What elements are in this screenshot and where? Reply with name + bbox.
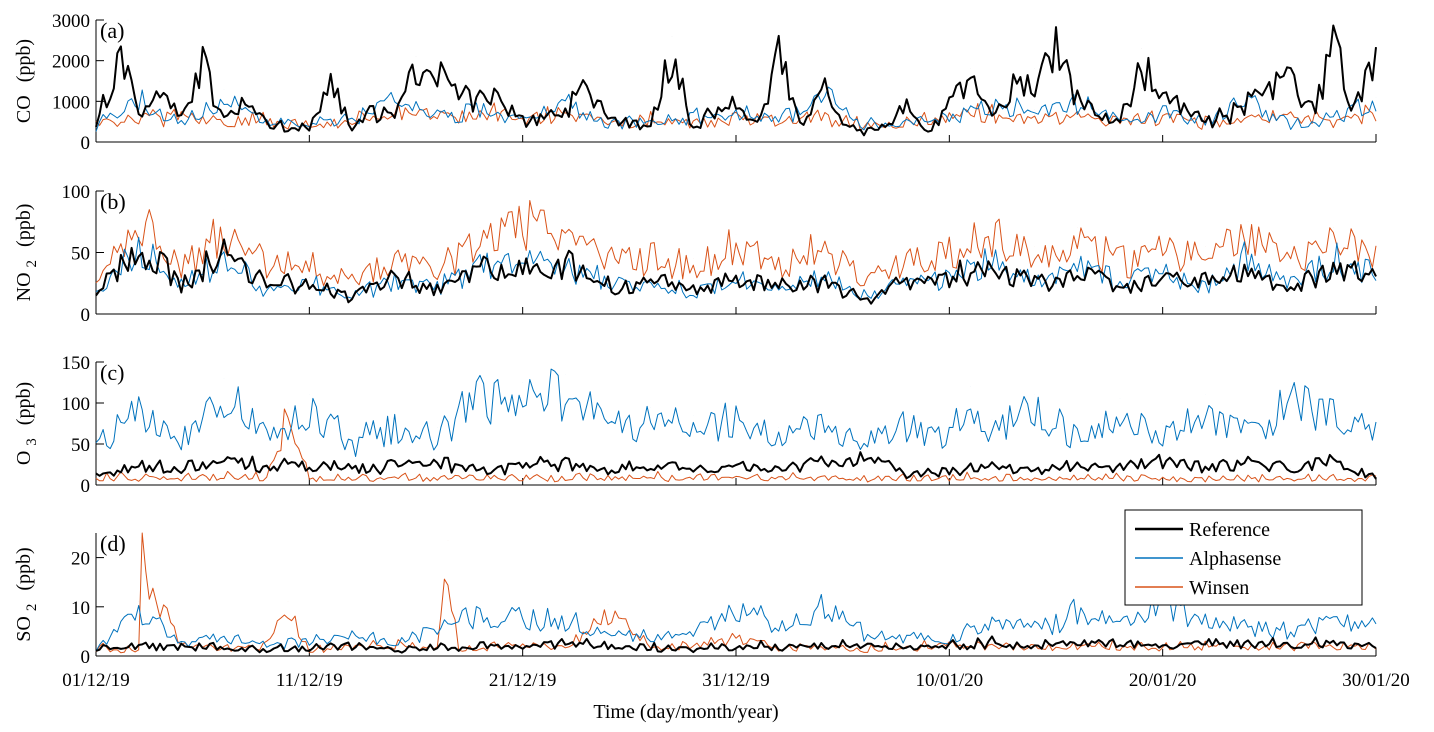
y-tick-label: 50 xyxy=(71,244,90,265)
ylabel-no2-unit: (ppb) xyxy=(13,204,35,247)
series-line-reference xyxy=(95,635,1377,654)
panel-so2: (d) SO 2 (ppb) 0 10 20 xyxy=(13,531,1377,668)
legend-box xyxy=(1124,509,1363,606)
x-tick-label: 01/12/19 xyxy=(62,670,130,691)
y-tick-label: 3000 xyxy=(52,11,90,32)
panel-co: (a) CO (ppb) 0 1000 2000 3000 xyxy=(13,11,1377,154)
ylabel-no2-sub: 2 xyxy=(24,260,40,268)
panel-o3: (c) O 3 (ppb) 0 50 100 150 xyxy=(13,353,1377,497)
panel-no2: (b) NO 2 (ppb) 0 50 100 xyxy=(13,182,1377,326)
series-line-alphasense xyxy=(95,368,1377,457)
x-tick-label: 21/12/19 xyxy=(489,670,557,691)
legend: Reference Alphasense Winsen xyxy=(1124,509,1363,606)
x-tick-label: 30/01/20 xyxy=(1342,670,1410,691)
ylabel-no2-main: NO xyxy=(13,272,35,301)
legend-text-alphasense: Alphasense xyxy=(1189,548,1281,570)
y-tick-label: 100 xyxy=(62,394,91,415)
ylabel-o3-unit: (ppb) xyxy=(13,382,35,425)
series-line-alphasense xyxy=(95,236,1377,301)
y-tick-label: 0 xyxy=(81,133,91,154)
ylabel-o3-main: O xyxy=(13,451,35,465)
series-line-reference xyxy=(95,24,1377,137)
y-tick-label: 0 xyxy=(81,647,91,668)
y-tick-label: 1000 xyxy=(52,92,90,113)
ylabel-so2-main: SO xyxy=(13,616,35,642)
y-tick-label: 50 xyxy=(71,435,90,456)
series-line-winsen xyxy=(95,200,1377,287)
ylabel-no2: NO 2 (ppb) xyxy=(13,204,41,302)
y-tick-label: 2000 xyxy=(52,52,90,73)
panel-label-d: (d) xyxy=(100,531,126,556)
ylabel-co-main: CO xyxy=(13,95,35,123)
ylabel-co-unit: (ppb) xyxy=(13,39,35,82)
legend-text-winsen: Winsen xyxy=(1189,577,1249,599)
series-line-reference xyxy=(95,238,1377,305)
x-tick-label: 10/01/20 xyxy=(916,670,984,691)
panel-label-a: (a) xyxy=(100,18,124,43)
series-line-reference xyxy=(95,451,1377,480)
ylabel-o3-sub: 3 xyxy=(24,438,40,446)
panel-label-c: (c) xyxy=(100,360,124,385)
x-tick-label: 11/12/19 xyxy=(276,670,343,691)
y-tick-label: 100 xyxy=(62,182,91,203)
y-tick-label: 20 xyxy=(71,549,90,570)
ylabel-o3: O 3 (ppb) xyxy=(13,382,41,465)
y-tick-label: 0 xyxy=(81,476,91,497)
x-tick-label: 20/01/20 xyxy=(1129,670,1197,691)
ylabel-so2-sub: 2 xyxy=(24,604,40,612)
x-tick-label: 31/12/19 xyxy=(702,670,770,691)
series-line-winsen xyxy=(95,532,1377,654)
ylabel-so2: SO 2 (ppb) xyxy=(13,547,41,641)
x-axis-label: Time (day/month/year) xyxy=(593,701,778,723)
ylabel-so2-unit: (ppb) xyxy=(13,547,35,590)
y-tick-label: 10 xyxy=(71,598,90,619)
y-tick-label: 150 xyxy=(62,353,91,374)
y-tick-label: 0 xyxy=(81,305,91,326)
panel-label-b: (b) xyxy=(100,189,126,214)
series-line-winsen xyxy=(95,408,1377,483)
legend-text-reference: Reference xyxy=(1189,519,1270,541)
ylabel-co: CO (ppb) xyxy=(13,39,35,123)
